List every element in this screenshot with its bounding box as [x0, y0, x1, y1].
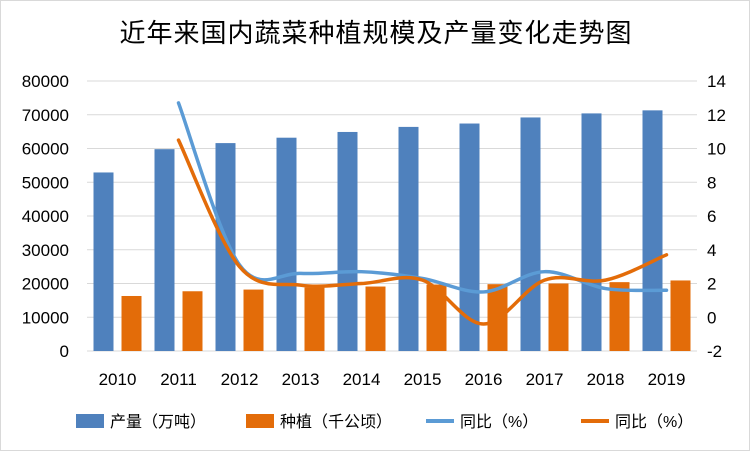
- y-left-tick-label: 60000: [22, 140, 69, 159]
- x-tick-label: 2014: [343, 370, 381, 389]
- x-tick-label: 2017: [526, 370, 564, 389]
- bar-planting: [121, 295, 142, 351]
- y-left-tick-label: 20000: [22, 275, 69, 294]
- bar-planting: [182, 291, 203, 351]
- legend-label: 同比（%）: [615, 413, 693, 431]
- x-tick-label: 2012: [221, 370, 259, 389]
- bar-production: [398, 126, 419, 352]
- bar-planting: [609, 282, 630, 351]
- x-tick-label: 2018: [587, 370, 625, 389]
- y-left-tick-label: 50000: [22, 173, 69, 192]
- y-right-tick-label: 6: [707, 207, 716, 226]
- x-tick-label: 2011: [160, 370, 197, 389]
- legend-swatch: [76, 414, 104, 428]
- bar-production: [581, 113, 602, 352]
- bar-planting: [548, 283, 569, 351]
- bar-production: [154, 149, 175, 351]
- y-left-tick-label: 10000: [22, 308, 69, 327]
- y-right-tick-label: 2: [707, 275, 716, 294]
- y-left-tick-label: 80000: [22, 72, 69, 91]
- line-yoy-orange: [176, 138, 669, 326]
- y-left-tick-label: 70000: [22, 106, 69, 125]
- y-right-tick-label: 0: [707, 308, 716, 327]
- bar-production: [520, 117, 541, 351]
- bar-production: [459, 123, 480, 352]
- legend-label: 同比（%）: [460, 413, 538, 431]
- bar-planting: [243, 289, 264, 351]
- x-tick-label: 2015: [404, 370, 442, 389]
- legend-label: 产量（万吨）: [110, 413, 206, 431]
- bar-planting: [426, 284, 447, 351]
- bar-planting: [365, 286, 386, 351]
- bar-production: [276, 137, 297, 351]
- x-tick-label: 2016: [465, 370, 503, 389]
- bar-planting: [670, 280, 691, 351]
- x-tick-label: 2019: [648, 370, 686, 389]
- y-right-tick-label: -2: [707, 342, 722, 361]
- bar-production: [93, 172, 114, 351]
- x-tick-label: 2010: [99, 370, 137, 389]
- legend-swatch: [246, 414, 274, 428]
- y-left-tick-label: 0: [60, 342, 69, 361]
- bar-planting: [304, 287, 325, 351]
- y-right-tick-label: 4: [707, 241, 716, 260]
- bar-production: [642, 110, 663, 351]
- y-right-tick-label: 12: [707, 106, 726, 125]
- bar-production: [337, 131, 358, 351]
- y-left-tick-label: 40000: [22, 207, 69, 226]
- x-tick-label: 2013: [282, 370, 320, 389]
- chart-title: 近年来国内蔬菜种植规模及产量变化走势图: [119, 19, 633, 49]
- y-right-tick-label: 14: [707, 72, 726, 91]
- y-left-tick-label: 30000: [22, 241, 69, 260]
- legend-label: 种植（千公顷）: [280, 413, 392, 431]
- y-right-tick-label: 10: [707, 140, 726, 159]
- y-right-tick-label: 8: [707, 173, 716, 192]
